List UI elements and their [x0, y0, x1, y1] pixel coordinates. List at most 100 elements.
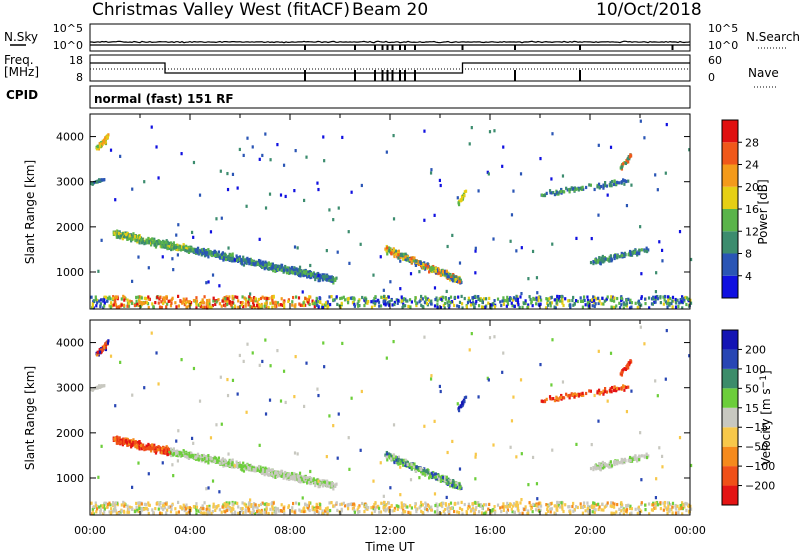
velocity-cell — [366, 507, 369, 511]
velocity-cell — [653, 506, 656, 511]
velocity-cell — [175, 511, 178, 515]
power-cell — [551, 132, 554, 136]
velocity-cell — [386, 452, 389, 456]
velocity-cell — [386, 458, 389, 462]
velocity-cell — [622, 512, 625, 516]
velocity-cell — [216, 458, 219, 462]
power-cell — [192, 235, 195, 239]
velocity-cell — [605, 390, 608, 394]
power-cell — [443, 269, 447, 274]
power-cell — [443, 272, 447, 276]
velocity-cell — [328, 501, 331, 505]
power-xticks — [89, 114, 691, 309]
velocity-cell — [251, 465, 254, 470]
velocity-cell — [327, 510, 330, 514]
power-cell — [226, 300, 229, 304]
power-cell — [384, 303, 387, 307]
velocity-cell — [203, 511, 206, 515]
power-cell — [211, 273, 215, 277]
velocity-cell — [517, 509, 520, 513]
power-cell — [571, 298, 574, 303]
velocity-cell — [196, 457, 199, 461]
power-cell — [456, 304, 459, 308]
velocity-cell — [581, 511, 584, 515]
velocity-cell — [475, 505, 478, 510]
velocity-cell — [556, 505, 559, 509]
velocity-cell — [330, 501, 333, 505]
power-cell — [571, 187, 575, 191]
power-cell — [226, 297, 229, 301]
power-cell — [124, 231, 127, 235]
velocity-cell — [151, 443, 154, 447]
power-cell — [638, 252, 641, 256]
power-cell — [251, 259, 254, 264]
power-cell — [333, 278, 337, 282]
velocity-cell — [105, 505, 108, 509]
power-cell — [485, 297, 488, 301]
power-cell — [441, 269, 444, 274]
velocity-cell — [217, 504, 220, 508]
velocity-cell — [506, 501, 509, 505]
power-cell — [180, 152, 183, 156]
velocity-cell — [142, 446, 145, 450]
power-cell — [255, 261, 258, 265]
power-cell — [502, 145, 505, 149]
velocity-cell — [146, 508, 150, 512]
power-cell — [640, 295, 643, 299]
velocity-cell — [298, 479, 301, 484]
power-cell — [684, 295, 687, 300]
velocity-cell — [247, 506, 250, 510]
velocity-cell — [233, 510, 237, 514]
power-cell — [474, 271, 477, 275]
power-cell — [218, 284, 221, 288]
noise-tick-bottom-left: 10^0 — [53, 39, 83, 52]
velocity-cell — [242, 465, 245, 469]
power-cell — [643, 136, 646, 140]
power-cell — [154, 245, 158, 249]
power-cell — [611, 179, 614, 184]
power-cell — [214, 250, 217, 254]
power-cell — [259, 261, 263, 265]
power-cell — [99, 304, 102, 309]
power-cell — [313, 275, 316, 279]
velocity-cell — [353, 510, 357, 514]
power-cell — [233, 304, 237, 308]
velocity-cell — [181, 453, 184, 457]
power-cell — [380, 295, 383, 299]
power-cell — [602, 183, 605, 187]
velocity-cell — [331, 482, 335, 486]
power-cell — [628, 155, 631, 159]
power-cell — [404, 255, 407, 259]
velocity-cell — [306, 503, 309, 507]
power-cell — [432, 264, 435, 269]
velocity-cell — [263, 473, 266, 477]
power-cell — [243, 296, 246, 300]
velocity-cell — [433, 510, 437, 514]
velocity-cell — [591, 510, 594, 514]
power-cell — [167, 299, 170, 304]
power-cell — [222, 255, 225, 259]
velocity-cell — [150, 449, 153, 453]
velocity-cell — [671, 501, 675, 505]
velocity-cell — [576, 505, 579, 510]
velocity-cell — [155, 445, 159, 450]
power-cell — [352, 296, 356, 300]
power-cell — [527, 277, 530, 281]
velocity-cell — [91, 512, 94, 516]
power-cell — [402, 252, 405, 256]
power-cell — [103, 295, 106, 299]
velocity-cell — [300, 509, 304, 513]
velocity-cell — [256, 468, 259, 472]
velocity-cell — [659, 501, 662, 505]
velocity-cell — [100, 384, 103, 388]
velocity-cell — [452, 480, 455, 484]
velocity-cell — [115, 439, 118, 443]
velocity-cell — [595, 503, 598, 507]
power-cell — [296, 268, 299, 272]
velocity-cell — [314, 480, 317, 485]
power-cell — [315, 296, 318, 300]
velocity-cell — [132, 442, 135, 447]
power-cell — [280, 268, 283, 272]
velocity-cell — [213, 505, 217, 509]
velocity-cell — [443, 507, 447, 512]
